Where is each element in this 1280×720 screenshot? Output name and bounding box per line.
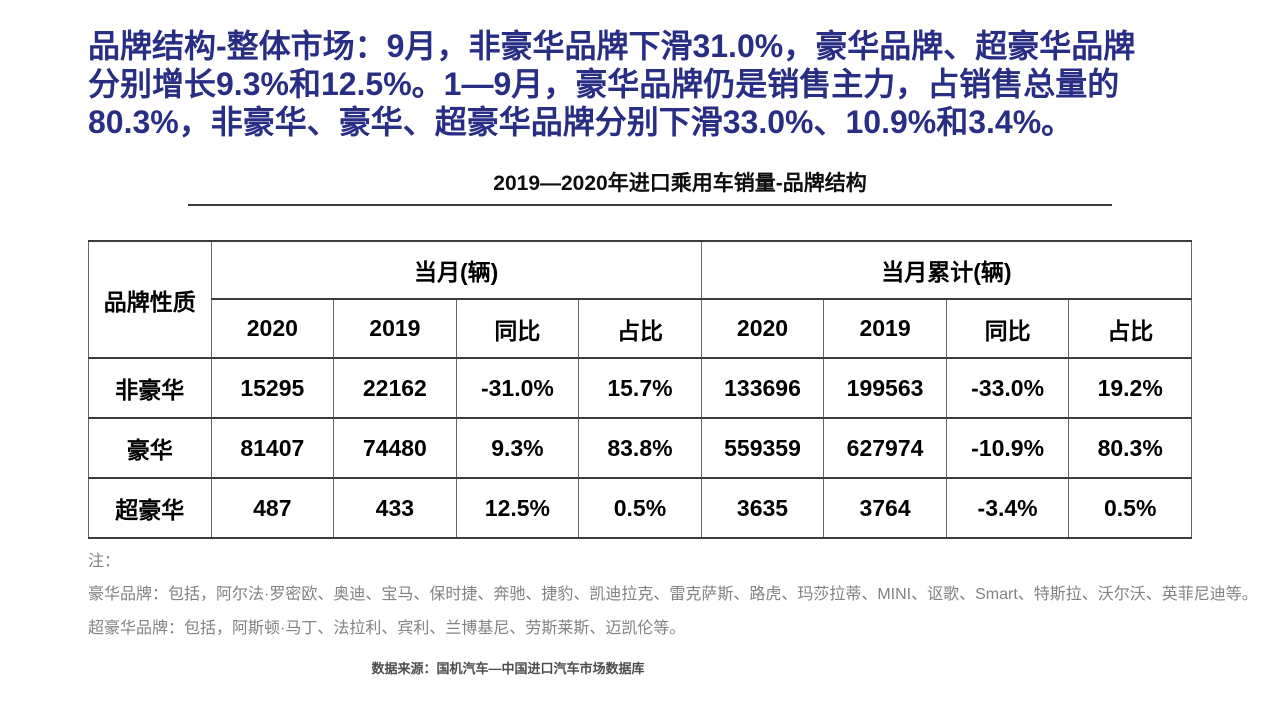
cell-month-2019: 22162 bbox=[333, 357, 457, 419]
slide-title-line-1: 品牌结构-整体市场：9月，非豪华品牌下滑31.0%，豪华品牌、超豪华品牌 bbox=[88, 28, 1136, 64]
data-source: 数据来源：国机汽车—中国进口汽车市场数据库 bbox=[371, 661, 645, 676]
caption-underline bbox=[188, 204, 1112, 206]
sub-header-month-share: 占比 bbox=[578, 298, 702, 359]
cell-month-2020: 81407 bbox=[210, 417, 335, 479]
col-group-current-month: 当月(辆) bbox=[210, 240, 702, 300]
table-row-super-luxury: 超豪华 487 433 12.5% 0.5% 3635 3764 -3.4% 0… bbox=[88, 477, 1192, 539]
cell-month-2019: 433 bbox=[333, 477, 457, 539]
row-label: 非豪华 bbox=[88, 357, 212, 419]
cell-cum-share: 0.5% bbox=[1068, 477, 1192, 539]
cell-cum-2020: 133696 bbox=[700, 357, 825, 419]
slide-title-line-3: 80.3%，非豪华、豪华、超豪华品牌分别下滑33.0%、10.9%和3.4%。 bbox=[88, 104, 1074, 140]
cell-month-2019: 74480 bbox=[333, 417, 457, 479]
cell-cum-yoy: -33.0% bbox=[945, 357, 1070, 419]
corner-header-brand-type: 品牌性质 bbox=[88, 240, 212, 359]
cell-month-share: 83.8% bbox=[578, 417, 702, 479]
cell-cum-2020: 3635 bbox=[700, 477, 825, 539]
cell-cum-share: 80.3% bbox=[1068, 417, 1192, 479]
cell-month-share: 0.5% bbox=[578, 477, 702, 539]
cell-cum-2019: 3764 bbox=[823, 477, 947, 539]
table-caption: 2019—2020年进口乘用车销量-品牌结构 bbox=[493, 172, 867, 195]
cell-month-2020: 15295 bbox=[210, 357, 335, 419]
sub-header-cum-yoy: 同比 bbox=[945, 298, 1070, 359]
cell-month-share: 15.7% bbox=[578, 357, 702, 419]
table-header-row-sub: 2020 2019 同比 占比 2020 2019 同比 占比 bbox=[89, 298, 1192, 359]
sub-header-cum-share: 占比 bbox=[1068, 298, 1192, 359]
sub-header-month-yoy: 同比 bbox=[455, 298, 580, 359]
row-label: 超豪华 bbox=[88, 477, 212, 539]
table-row-non-luxury: 非豪华 15295 22162 -31.0% 15.7% 133696 1995… bbox=[88, 357, 1192, 419]
cell-cum-yoy: -10.9% bbox=[945, 417, 1070, 479]
slide-title: 品牌结构-整体市场：9月，非豪华品牌下滑31.0%，豪华品牌、超豪华品牌 分别增… bbox=[88, 27, 1213, 141]
cell-cum-share: 19.2% bbox=[1068, 357, 1192, 419]
sub-header-cum-2020: 2020 bbox=[700, 298, 825, 359]
note-super-luxury-brands: 超豪华品牌：包括，阿斯顿·马丁、法拉利、宾利、兰博基尼、劳斯莱斯、迈凯伦等。 bbox=[88, 620, 686, 637]
cell-month-yoy: 12.5% bbox=[455, 477, 580, 539]
cell-cum-2019: 199563 bbox=[823, 357, 947, 419]
col-group-cumulative: 当月累计(辆) bbox=[700, 240, 1193, 300]
cell-cum-2020: 559359 bbox=[700, 417, 825, 479]
cell-month-2020: 487 bbox=[210, 477, 335, 539]
cell-cum-yoy: -3.4% bbox=[945, 477, 1070, 539]
sub-header-month-2019: 2019 bbox=[333, 298, 457, 359]
sub-header-cum-2019: 2019 bbox=[823, 298, 947, 359]
cell-cum-2019: 627974 bbox=[823, 417, 947, 479]
slide-title-line-2: 分别增长9.3%和12.5%。1—9月，豪华品牌仍是销售主力，占销售总量的 bbox=[88, 66, 1120, 102]
table-row-luxury: 豪华 81407 74480 9.3% 83.8% 559359 627974 … bbox=[88, 417, 1192, 479]
notes-label: 注： bbox=[88, 553, 121, 570]
cell-month-yoy: 9.3% bbox=[455, 417, 580, 479]
table-header-row-groups: 品牌性质 当月(辆) 当月累计(辆) bbox=[88, 240, 1193, 359]
sub-header-month-2020: 2020 bbox=[210, 298, 335, 359]
note-luxury-brands: 豪华品牌：包括，阿尔法·罗密欧、奥迪、宝马、保时捷、奔驰、捷豹、凯迪拉克、雷克萨… bbox=[88, 586, 1258, 603]
row-label: 豪华 bbox=[88, 417, 212, 479]
cell-month-yoy: -31.0% bbox=[455, 357, 580, 419]
brand-structure-table: 品牌性质 当月(辆) 当月累计(辆) 2020 2019 同比 占比 2020 … bbox=[88, 240, 1193, 539]
